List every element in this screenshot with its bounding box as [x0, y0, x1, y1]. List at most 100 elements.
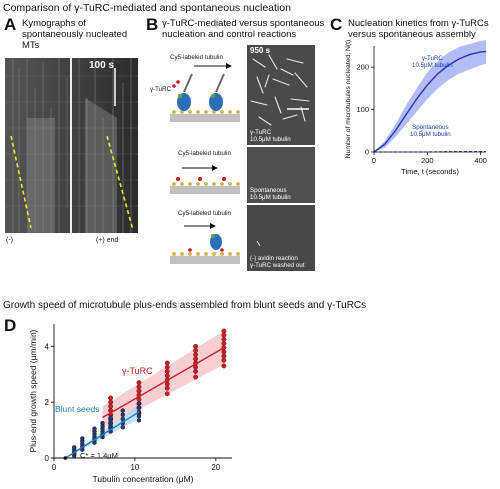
row1-tubulin-label: Cy5-labeled tubulin [170, 54, 223, 61]
gturc-data-point [164, 369, 170, 374]
gturc-data-point [108, 399, 114, 405]
micrograph-control-label: (-) avidin reaction γ-TuRC washed out [250, 255, 305, 269]
kinetics-gturc-band [374, 40, 486, 153]
schematic-row-3: Cy5-labeled tubulin [150, 208, 245, 270]
kinetics-y-tick-label: 0 [365, 148, 369, 157]
gturc-data-point [221, 332, 227, 338]
plus-end-label: (+) end [96, 237, 119, 244]
panel-b-letter: B [146, 15, 159, 34]
gturc-data-point [221, 349, 227, 355]
seeds-data-point [120, 425, 125, 430]
kinetics-x-tick-label: 0 [372, 156, 376, 165]
kinetics-gturc-line [373, 50, 487, 153]
schematic-row-1-graphic [170, 63, 240, 122]
seeds-data-point [108, 415, 113, 420]
seeds-data-point [120, 416, 125, 422]
micrograph-gturc-graphic [250, 54, 310, 126]
seeds-data-point [80, 436, 85, 441]
micrograph-control: (-) avidin reaction γ-TuRC washed out [247, 205, 315, 271]
seeds-data-point [136, 401, 142, 406]
kymograph-time-label: 100 s [89, 60, 115, 71]
schematic-row-1: Cy5-labeled tubulin γ-TuRC [150, 52, 245, 142]
panel-c-letter: C [330, 15, 343, 34]
micrograph-gturc: 950 s γ-TuRC 10.5μM tubulin [247, 45, 315, 145]
gturc-data-point [136, 380, 142, 386]
kinetics-y-label: Number of microtubules nucleated, N(t) [345, 40, 352, 158]
gturc-data-point [221, 353, 227, 359]
schematic-row-2-graphic [170, 165, 240, 194]
seeds-data-point [92, 426, 97, 431]
gturc-data-point [164, 381, 170, 387]
growth-speed-chart: 0 2 4 0 10 20 Tubulin concentration (μM) Plus-e… [28, 324, 232, 484]
panel-a-letter: A [4, 15, 17, 34]
growth-y-label: Plus-end growth speed (μm/min) [28, 329, 38, 452]
schematic-row-2: Cy5-labeled tubulin [150, 148, 245, 198]
seeds-data-point [72, 445, 77, 450]
panel-b-title: γ-TuRC-mediated versus spontaneous nucle… [162, 18, 325, 40]
schematic-row-3-graphic [170, 223, 240, 264]
growth-y-tick-label: 4 [45, 342, 50, 351]
gturc-fit-line [102, 347, 225, 419]
growth-x-label: Tubulin concentration (μM) [93, 474, 194, 484]
gturc-data-point [164, 385, 170, 391]
gturc-data-point [193, 352, 199, 358]
gturc-data-point [193, 356, 199, 362]
seeds-data-point [136, 413, 142, 419]
gturc-data-point [221, 336, 227, 342]
gturc-data-point [193, 348, 199, 353]
kinetics-spont-label: Spontaneous 10.5μM tubulin [410, 124, 451, 138]
seeds-data-point [120, 412, 125, 417]
micrograph-time-label: 950 s [250, 46, 271, 55]
gturc-data-point [193, 343, 199, 349]
gturc-data-point [221, 357, 227, 363]
gturc-data-point [136, 384, 142, 390]
gturc-data-point [164, 364, 170, 370]
gturc-series-label: γ-TuRC [122, 366, 153, 376]
kymograph-image: 100 s [5, 58, 138, 233]
micrograph-gturc-label: γ-TuRC 10.5μM tubulin [250, 129, 291, 143]
seeds-data-point [120, 408, 125, 413]
figure-title: Comparison of γ-TuRC-mediated and sponta… [3, 2, 291, 14]
gturc-data-point [164, 360, 170, 366]
kymograph-graphic [5, 58, 138, 233]
row1-gturc-label: γ-TuRC [150, 86, 172, 93]
gturc-data-point [108, 395, 114, 401]
gturc-data-point [193, 369, 199, 374]
cstar-label: C* = 1.4μM [80, 451, 118, 460]
seeds-fit-line [64, 411, 140, 459]
micrograph-spontaneous: Spontaneous 10.5μM tubulin [247, 147, 315, 203]
kinetics-x-tick-label: 400 [474, 156, 487, 165]
kinetics-x-tick-label: 200 [421, 156, 434, 165]
row2-tubulin-label: Cy5-labeled tubulin [178, 150, 231, 157]
kinetics-y-tick-label: 200 [356, 63, 369, 72]
gturc-data-point [221, 328, 227, 334]
growth-y-tick-label: 2 [45, 398, 50, 407]
gturc-data-point [193, 364, 199, 370]
gturc-data-point [108, 403, 114, 409]
gturc-data-point [221, 341, 227, 346]
kinetics-x-label: Time, t (seconds) [401, 167, 459, 176]
panel-c-title: Nucleation kinetics from γ-TuRCs versus … [348, 18, 489, 40]
kinetics-chart: 0 100 200 0 200 400 Time, t (seconds) Number of… [345, 40, 487, 176]
gturc-data-point [164, 391, 170, 397]
growth-x-tick-label: 0 [52, 463, 57, 472]
seeds-data-point [136, 405, 142, 410]
growth-x-tick-label: 10 [130, 463, 139, 472]
gturc-data-point [136, 388, 142, 394]
kinetics-gturc-label: γ-TuRC 10.5μM tubulin [412, 55, 453, 69]
row3-tubulin-label: Cy5-labeled tubulin [178, 210, 231, 217]
seeds-data-point [100, 420, 105, 426]
kinetics-y-tick-label: 100 [356, 105, 369, 114]
panel-a-title: Kymographs of spontaneously nucleated MT… [22, 18, 128, 51]
growth-x-tick-label: 20 [211, 463, 220, 472]
gturc-data-point [221, 363, 227, 369]
gturc-data-point [164, 373, 170, 379]
minus-end-label: (-) [6, 237, 13, 244]
seeds-data-point [136, 418, 142, 423]
micrograph-control-graphic [256, 240, 261, 247]
panel-d-section-title: Growth speed of microtubule plus-ends as… [3, 300, 367, 311]
seeds-series-label: Blunt seeds [55, 404, 100, 414]
gturc-data-point [193, 374, 199, 380]
growth-y-tick-label: 0 [45, 454, 50, 463]
micrograph-spont-label: Spontaneous 10.5μM tubulin [250, 187, 291, 201]
